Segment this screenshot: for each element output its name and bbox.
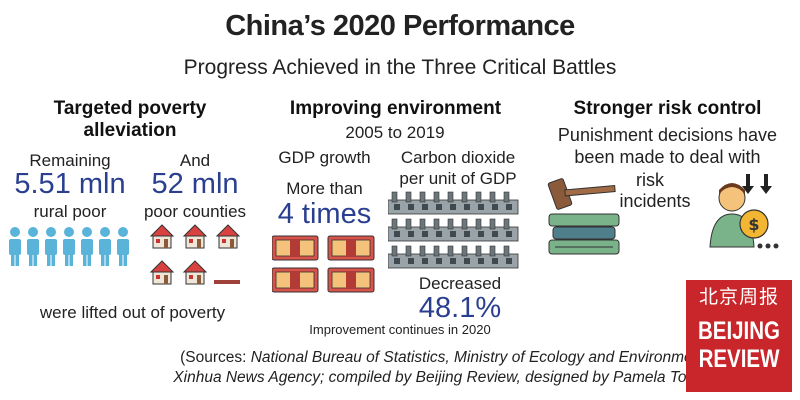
gdp-label: GDP growth: [278, 148, 371, 167]
sources-italic-line1: National Bureau of Statistics, Ministry …: [250, 349, 710, 366]
rural-poor-label: rural poor: [33, 202, 107, 221]
logo-line1: BEIJING: [697, 317, 781, 345]
people-icon: [9, 227, 129, 266]
poverty-footer: were lifted out of poverty: [39, 303, 226, 322]
gavel-icon: [547, 178, 620, 255]
houses-icon: [150, 224, 240, 285]
risk-line3: risk: [636, 170, 664, 190]
poor-counties-value: 52 mln: [151, 168, 239, 200]
co2-label-line2: per unit of GDP: [399, 169, 517, 188]
factory-icon: [388, 191, 519, 269]
gdp-prefix: More than: [286, 179, 363, 198]
page-title: China’s 2020 Performance: [225, 10, 575, 42]
beijing-review-logo: 北京周报 BEIJING REVIEW: [686, 280, 792, 392]
co2-prefix: Decreased: [418, 274, 502, 293]
logo-line2: REVIEW: [698, 345, 780, 373]
money-stack-icon: [272, 235, 375, 293]
worried-person-icon: $: [709, 174, 779, 249]
remaining-label: Remaining: [29, 151, 111, 170]
environment-heading: Improving environment: [289, 98, 502, 119]
and-label: And: [179, 151, 211, 170]
page-subtitle: Progress Achieved in the Three Critical …: [183, 56, 617, 79]
sources-open: (Sources:: [180, 349, 251, 366]
risk-line2: been made to deal with: [574, 147, 761, 167]
poverty-heading: Targeted poverty alleviation: [10, 98, 250, 142]
co2-label-line1: Carbon dioxide: [400, 148, 516, 167]
sources-note: (Sources: National Bureau of Statistics,…: [100, 348, 790, 388]
risk-heading: Stronger risk control: [573, 98, 762, 119]
poor-counties-label: poor counties: [143, 202, 247, 221]
environment-note: Improvement continues in 2020: [309, 322, 491, 337]
rural-poor-value: 5.51 mln: [14, 168, 126, 200]
svg-text:$: $: [748, 215, 759, 234]
sources-italic-line2: Xinhua News Agency; compiled by Beijing …: [173, 369, 712, 386]
logo-chinese: 北京周报: [698, 286, 779, 308]
poverty-heading-line1: Targeted poverty: [53, 98, 207, 119]
poverty-heading-line2: alleviation: [83, 120, 177, 141]
risk-line4: incidents: [619, 191, 691, 211]
environment-period: 2005 to 2019: [345, 123, 445, 142]
risk-line1: Punishment decisions have: [557, 125, 778, 145]
co2-value: 48.1%: [418, 292, 502, 324]
gdp-value: 4 times: [277, 198, 372, 230]
